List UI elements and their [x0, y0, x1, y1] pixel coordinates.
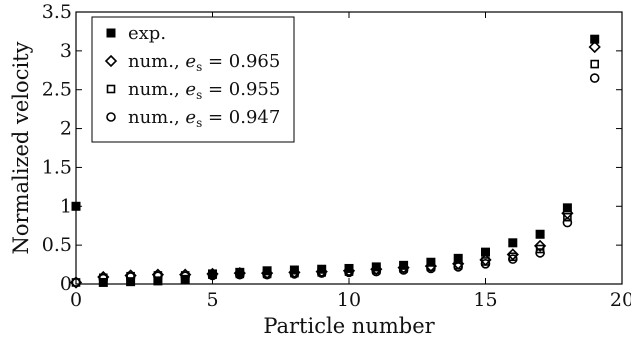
data-point [588, 40, 601, 54]
y-axis-label: Normalized velocity [9, 41, 33, 254]
legend-marker [106, 84, 116, 94]
data-point [589, 73, 600, 83]
data-point [69, 276, 83, 289]
data-point [481, 247, 490, 257]
data-point [371, 262, 381, 272]
data-points [69, 34, 601, 289]
legend-marker [106, 112, 116, 122]
y-tick-label: 2.5 [42, 79, 72, 101]
x-axis-label: Particle number [263, 314, 435, 338]
data-point [180, 274, 190, 284]
legend-marker [106, 28, 116, 38]
y-tick-label: 2 [60, 118, 72, 140]
x-tick-label: 0 [70, 289, 82, 311]
data-point [590, 34, 600, 44]
y-tick-label: 3 [60, 40, 72, 62]
series-0 [71, 34, 600, 287]
data-point [289, 265, 299, 275]
y-tick-label: 0 [60, 273, 72, 295]
legend-marker [104, 54, 118, 68]
data-point [533, 239, 547, 253]
x-tick-label: 15 [473, 289, 497, 311]
data-point [235, 267, 245, 277]
data-point [208, 269, 217, 279]
data-point [535, 229, 545, 239]
data-point [317, 264, 327, 274]
x-tick-label: 5 [206, 289, 218, 311]
data-point [562, 203, 572, 213]
data-point [453, 253, 463, 263]
x-tick-label: 10 [337, 289, 361, 311]
data-point [590, 59, 600, 69]
x-tick-label: 20 [610, 289, 631, 311]
data-point [262, 266, 272, 276]
legend-label: num., es = 0.947 [128, 107, 280, 130]
data-point [563, 212, 572, 222]
legend: exp. num., es = 0.965 num., es = 0.955 num.… [91, 16, 295, 143]
legend-label: exp. [128, 23, 166, 44]
y-tick-label: 1 [60, 195, 72, 217]
data-point [506, 248, 519, 261]
data-point [426, 257, 436, 267]
y-tick-label: 3.5 [42, 1, 72, 23]
y-tick-label: 1.5 [42, 156, 72, 178]
data-point [98, 277, 108, 287]
data-point [153, 276, 163, 286]
data-point [344, 263, 354, 273]
data-point [508, 238, 518, 248]
y-tick-label: 0.5 [42, 234, 72, 256]
data-point [399, 260, 409, 270]
axis-tick-labels: 0 5 10 15 20 0 0.5 1 1.5 2 2.5 3 3.5 [42, 1, 631, 311]
legend-label: num., es = 0.965 [128, 51, 280, 74]
data-point [71, 201, 81, 211]
legend-label: num., es = 0.955 [128, 79, 280, 102]
data-point [126, 277, 136, 287]
data-point [535, 244, 545, 254]
legend-box [91, 16, 295, 143]
data-point [479, 253, 492, 267]
data-point [71, 278, 81, 287]
